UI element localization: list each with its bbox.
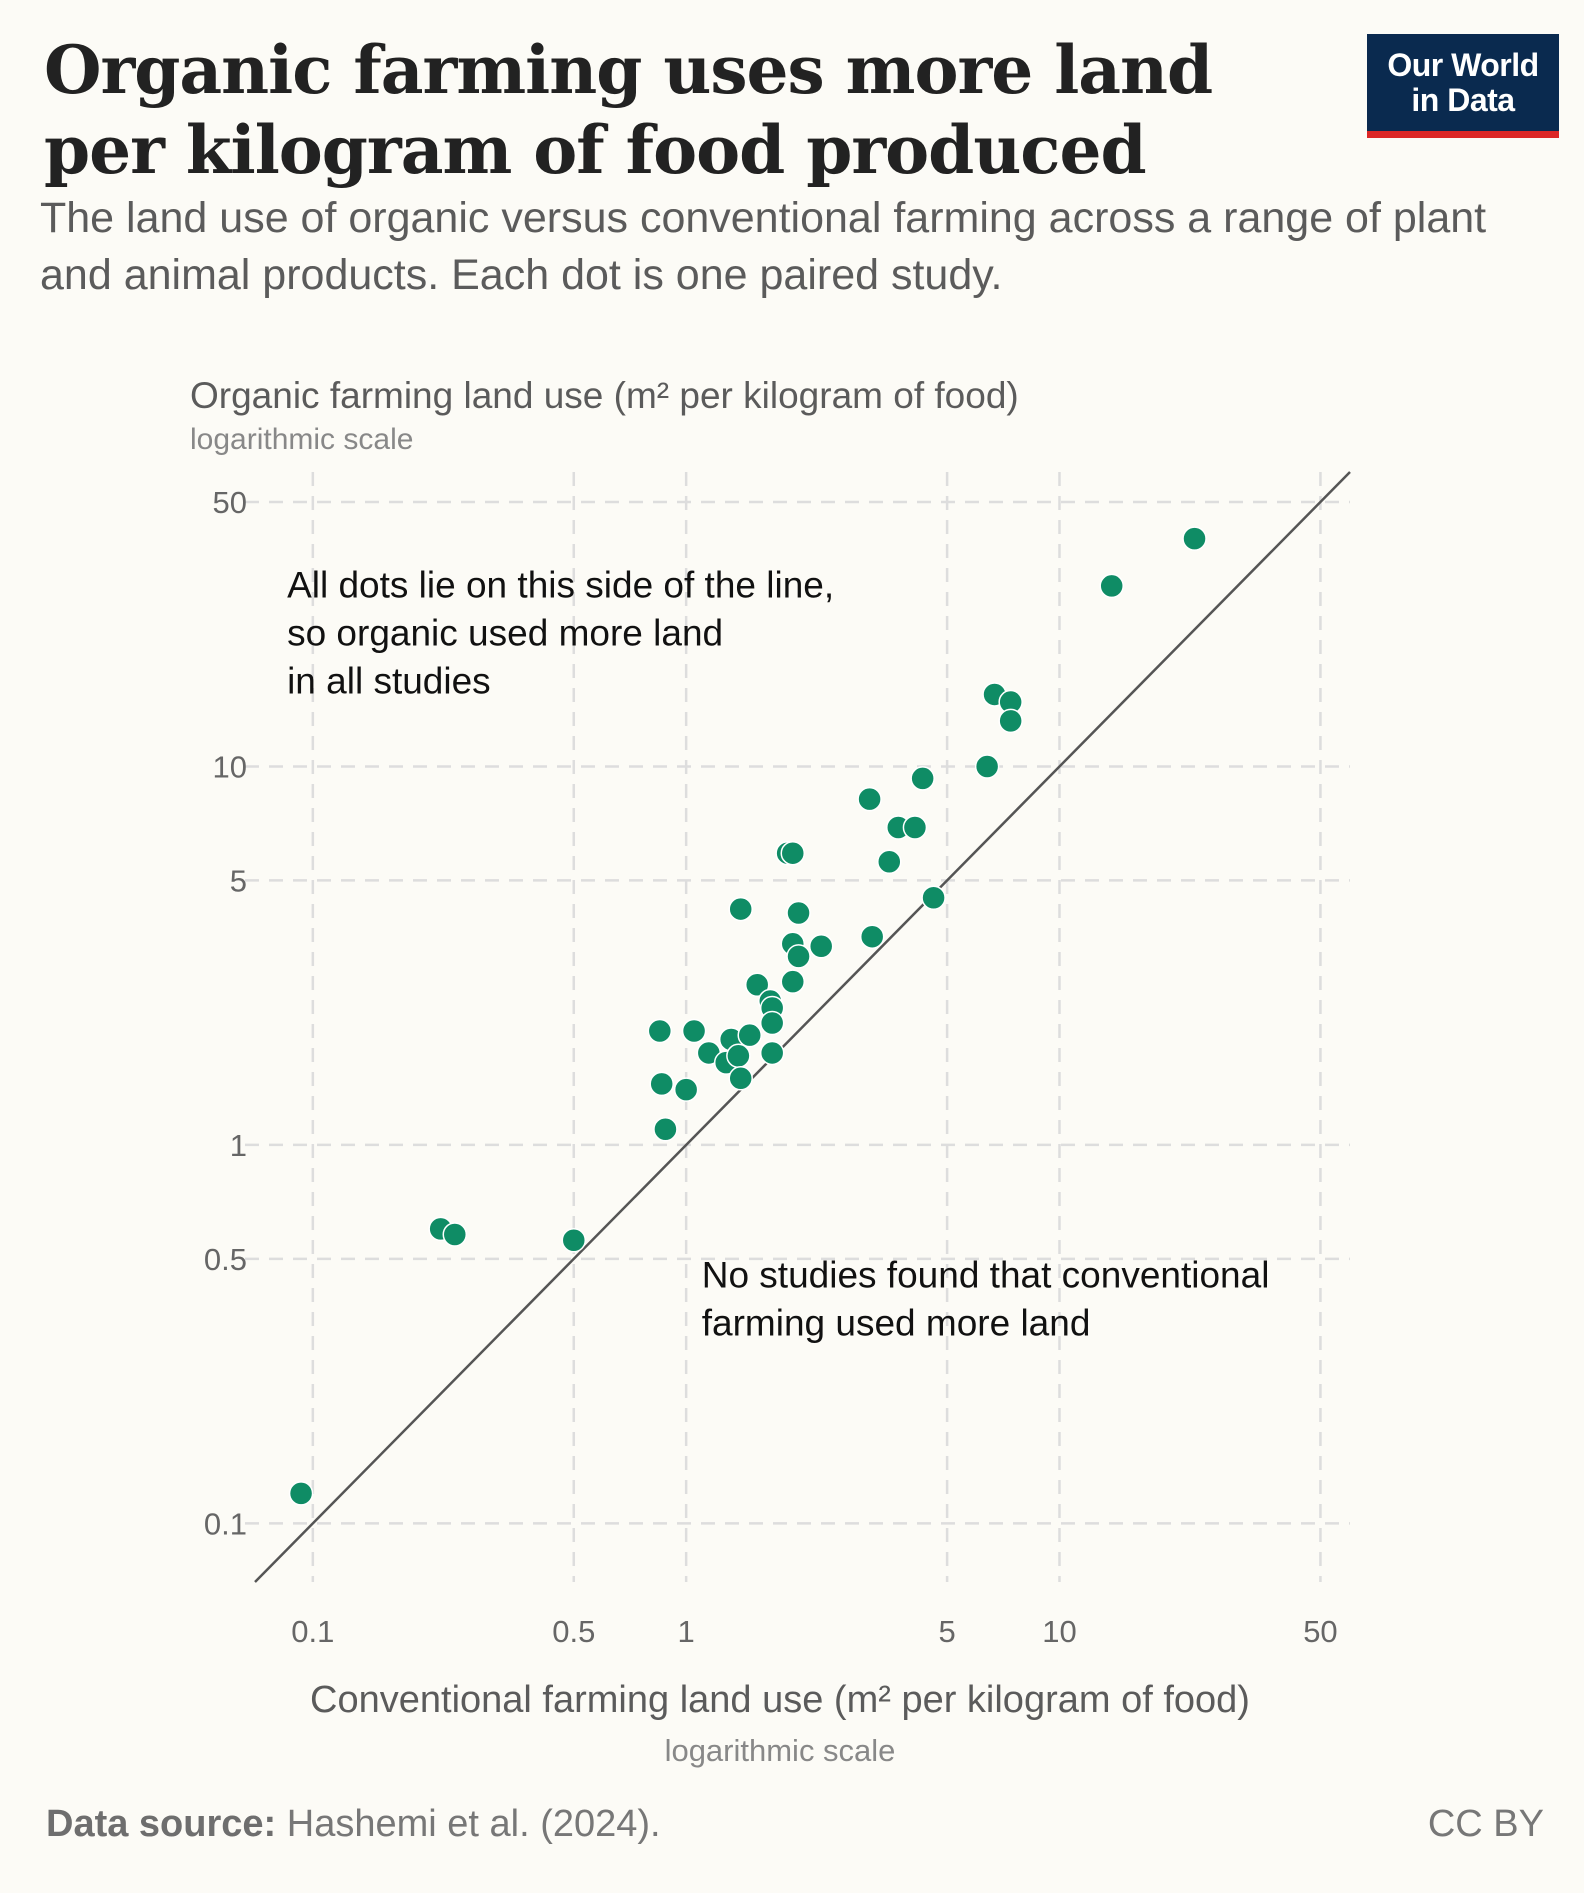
y-tick-label: 10: [213, 749, 247, 784]
data-point: [649, 1071, 674, 1097]
y-tick-label: 1: [230, 1128, 247, 1163]
annotation-text: No studies found that conventional farmin…: [702, 1255, 1270, 1344]
data-point: [786, 900, 811, 926]
data-point: [728, 896, 753, 922]
data-point: [974, 754, 1000, 779]
annotation-line: in all studies: [287, 660, 491, 701]
x-tick-label: 50: [1303, 1614, 1337, 1649]
equality-line: [254, 471, 1351, 1583]
data-source-label: Data source:: [46, 1803, 277, 1845]
x-axis-scale-label: logarithmic scale: [665, 1733, 896, 1768]
data-point: [744, 972, 770, 998]
y-tick-label: 5: [230, 863, 247, 898]
annotation-line: No studies found that conventional: [702, 1255, 1270, 1296]
data-point: [921, 885, 946, 910]
data-point: [653, 1117, 678, 1142]
data-point: [857, 786, 882, 812]
y-tick-label: 0.5: [204, 1242, 247, 1277]
data-point: [902, 815, 928, 840]
x-tick-label: 5: [938, 1614, 955, 1649]
y-axis-scale-label: logarithmic scale: [190, 423, 413, 456]
data-point: [1182, 526, 1207, 551]
data-points: [288, 526, 1207, 1506]
data-point: [1099, 573, 1124, 599]
data-point: [681, 1018, 707, 1044]
data-point: [759, 1010, 785, 1036]
y-axis-ticks: 0.1 0.5 1 5 10 50: [204, 485, 247, 1541]
x-tick-label: 0.1: [291, 1614, 334, 1649]
data-point: [442, 1222, 468, 1247]
data-point: [780, 969, 806, 994]
logo-line-2: in Data: [1411, 81, 1515, 118]
data-point: [808, 933, 834, 959]
x-tick-label: 1: [678, 1614, 695, 1649]
chart-title: Organic farming uses more land per kilog…: [44, 31, 1213, 189]
data-point: [673, 1077, 699, 1102]
y-axis-label: Organic farming land use (m² per kilogra…: [190, 375, 1019, 416]
owid-logo[interactable]: Our World in Data: [1367, 34, 1559, 138]
data-source: Data source: Hashemi et al. (2024).: [46, 1803, 661, 1846]
annotation-line: All dots lie on this side of the line,: [287, 564, 834, 605]
x-axis-ticks: 0.1 0.5 1 5 10 50: [291, 1614, 1337, 1649]
data-point: [561, 1227, 587, 1253]
y-tick-label: 50: [213, 485, 247, 520]
data-source-link[interactable]: Hashemi et al. (2024).: [286, 1803, 661, 1845]
license-text[interactable]: CC BY: [1427, 1803, 1544, 1845]
data-point: [726, 1043, 751, 1069]
y-tick-label: 0.1: [204, 1506, 247, 1541]
logo-line-1: Our World: [1387, 46, 1539, 83]
data-point: [786, 944, 811, 969]
data-point: [859, 924, 885, 949]
data-point: [737, 1022, 762, 1048]
x-tick-label: 10: [1042, 1614, 1076, 1649]
data-point: [647, 1018, 673, 1044]
data-point: [998, 708, 1023, 734]
x-axis-label: Conventional farming land use (m² per ki…: [310, 1679, 1250, 1721]
data-point: [288, 1481, 314, 1506]
data-point: [910, 766, 935, 791]
annotation-line: so organic used more land: [287, 612, 723, 653]
data-point: [728, 1066, 753, 1091]
annotation-line: farming used more land: [702, 1303, 1091, 1344]
chart-subtitle: The land use of organic versus conventio…: [40, 194, 1487, 299]
data-point: [759, 1040, 785, 1066]
annotation-text: All dots lie on this side of the line, so…: [287, 564, 834, 701]
x-tick-label: 0.5: [552, 1614, 595, 1649]
data-point: [877, 849, 902, 875]
annotations: All dots lie on this side of the line, so…: [287, 564, 1269, 1343]
data-point: [780, 840, 806, 866]
